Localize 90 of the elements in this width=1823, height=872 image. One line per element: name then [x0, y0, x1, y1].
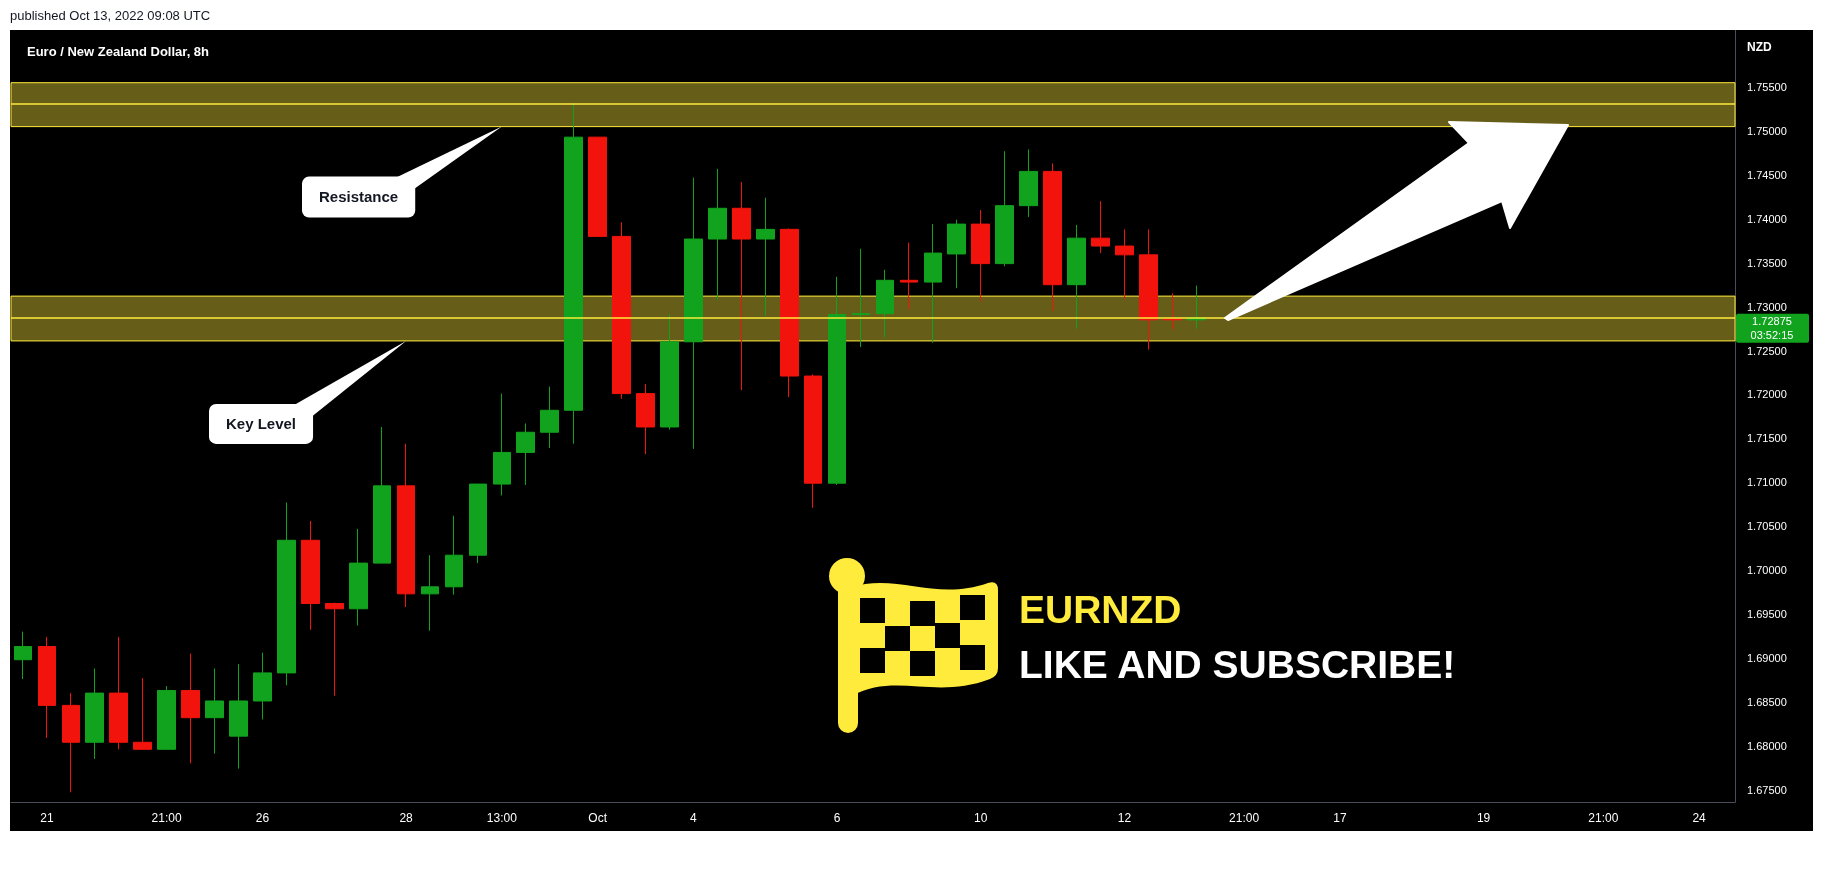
annotation: EURNZD — [1019, 588, 1182, 631]
y-tick-label: 1.70500 — [1747, 520, 1787, 533]
candlestick — [660, 314, 679, 431]
candlestick — [133, 677, 152, 750]
candlestick — [995, 150, 1014, 267]
y-tick-label: 1.68500 — [1747, 695, 1787, 708]
candlestick — [971, 209, 990, 302]
y-tick-label: 1.71000 — [1747, 476, 1787, 489]
candlestick — [1019, 148, 1038, 218]
x-tick-label: 17 — [1333, 811, 1347, 825]
candlestick — [852, 248, 870, 348]
x-tick-label: 12 — [1117, 811, 1132, 825]
candlestick — [1067, 224, 1086, 330]
candlestick — [373, 426, 391, 564]
annotation: Key Level — [226, 414, 297, 432]
candlestick — [1139, 228, 1158, 351]
x-tick-label: 24 — [1692, 811, 1707, 825]
y-tick-label: 1.71500 — [1747, 432, 1787, 445]
annotation: Resistance — [319, 188, 399, 206]
x-tick-label: 6 — [833, 811, 841, 825]
candlestick — [924, 223, 942, 344]
candlestick — [1163, 292, 1182, 330]
candlestick — [540, 386, 559, 449]
y-axis-title: NZD — [1747, 40, 1772, 54]
candlestick — [612, 221, 631, 400]
y-tick-label: 1.67500 — [1747, 783, 1787, 796]
candlestick — [277, 502, 296, 686]
text: 1.72875 — [1752, 315, 1792, 328]
x-tick-label: 13:00 — [486, 811, 518, 825]
text: Euro / New Zealand Dollar, 8h — [27, 44, 210, 59]
candlestick — [109, 636, 128, 750]
candlestick — [828, 276, 846, 486]
x-tick-label: 21 — [40, 811, 54, 825]
x-tick-label: 21:00 — [151, 811, 182, 825]
candlestick — [325, 602, 344, 697]
candlestick — [756, 197, 775, 316]
candlestick — [85, 668, 104, 760]
candlestick — [181, 653, 200, 764]
candlestick — [876, 269, 894, 338]
candlestick — [684, 177, 703, 450]
candlestick — [1043, 163, 1062, 312]
x-tick-label: 21:00 — [1588, 811, 1619, 825]
y-tick-label: 1.74000 — [1747, 212, 1787, 225]
y-tick-label: 1.72000 — [1747, 388, 1787, 401]
candlestick — [564, 102, 583, 445]
candlestick — [157, 685, 176, 750]
candlestick — [349, 528, 368, 626]
candlestick — [301, 520, 320, 631]
y-tick-label: 1.74500 — [1747, 168, 1787, 181]
candlestick — [947, 219, 966, 289]
candlestick — [900, 242, 918, 310]
y-tick-label: 1.72500 — [1747, 344, 1787, 357]
candlestick — [469, 483, 487, 564]
x-tick-label: 4 — [690, 811, 698, 825]
y-tick-label: 1.70000 — [1747, 564, 1787, 577]
candlestick — [421, 554, 439, 632]
y-tick-label: 1.75500 — [1747, 81, 1787, 94]
y-tick-label: 1.73500 — [1747, 256, 1787, 269]
candlestick — [732, 181, 751, 391]
y-tick-label: 1.69500 — [1747, 608, 1787, 621]
candlestick — [397, 443, 415, 608]
candlestick — [229, 663, 248, 770]
candlestick — [1115, 228, 1134, 300]
x-tick-label: 10 — [974, 811, 988, 825]
candlestick — [804, 373, 822, 509]
y-tick-label: 1.68000 — [1747, 739, 1787, 752]
candlestick — [493, 393, 511, 496]
text: published Oct 13, 2022 09:08 UTC — [10, 8, 211, 23]
candlestick — [516, 422, 535, 486]
x-tick-label: Oct — [588, 811, 608, 825]
candlestick — [780, 227, 799, 398]
candlestick — [62, 692, 80, 793]
candlestick — [38, 636, 56, 739]
candlestick — [708, 168, 727, 301]
annotation: LIKE AND SUBSCRIBE! — [1019, 643, 1456, 686]
text: 03:52:15 — [1750, 328, 1794, 341]
y-tick-label: 1.69000 — [1747, 651, 1787, 664]
candlestick — [445, 515, 463, 596]
candlestick — [636, 383, 655, 455]
candlestick — [14, 631, 32, 680]
y-tick-label: 1.73000 — [1747, 300, 1787, 313]
x-tick-label: 28 — [399, 811, 414, 825]
candlestick — [1091, 200, 1110, 254]
x-tick-label: 21:00 — [1229, 811, 1260, 825]
candlestick — [253, 652, 272, 720]
x-tick-label: 26 — [255, 811, 270, 825]
y-tick-label: 1.75000 — [1747, 125, 1787, 137]
x-tick-label: 19 — [1476, 811, 1491, 825]
candlestick — [205, 668, 224, 755]
candlestick — [588, 136, 607, 237]
